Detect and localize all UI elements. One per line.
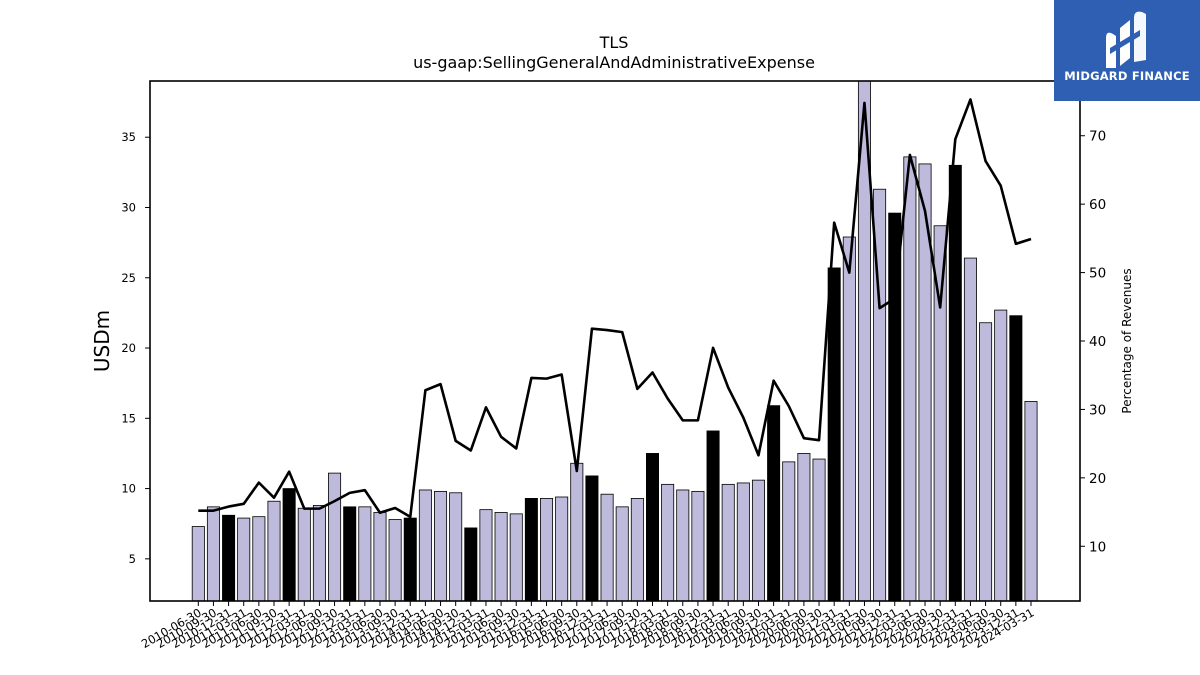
bar-2022-12-31 [948,164,962,601]
y-tick-label: 35 [121,130,136,144]
bar-2016-03-31 [540,498,554,601]
y-tick-label: 25 [121,271,136,285]
y2-tick-label: 70 [1089,129,1106,145]
bar-2023-09-30 [994,309,1008,601]
bar-2015-12-31 [524,498,538,601]
bar-2011-09-30 [267,500,281,601]
bar-2023-03-31 [963,257,977,601]
bar-2010-06-30 [191,526,205,601]
bar-2016-12-31 [585,475,599,601]
chart-title: TLS [599,33,629,52]
bar-2020-06-30 [797,453,811,601]
bar-2023-06-30 [979,322,993,601]
bar-2020-12-31 [827,267,841,601]
y2-tick-label: 60 [1089,197,1106,213]
y-axis-label: USDm [90,310,114,372]
y2-tick-label: 30 [1089,402,1106,418]
y-tick-label: 20 [121,341,136,355]
bar-2019-09-30 [751,479,765,601]
bar-2016-06-30 [555,496,569,601]
bar-2018-09-30 [691,490,705,601]
bar-2016-09-30 [570,462,584,601]
line-series [198,98,1032,519]
y2-tick-label: 10 [1089,539,1106,555]
bar-2012-03-31 [297,507,311,601]
bar-2010-12-31 [222,514,236,601]
logo-text: MIDGARD FINANCE [1064,69,1190,83]
y-tick-label: 15 [121,411,136,425]
bar-2013-12-31 [403,517,417,601]
bar-2021-09-30 [873,188,887,601]
bar-2018-06-30 [676,489,690,601]
chart-subtitle: us-gaap:SellingGeneralAndAdministrativeE… [413,53,815,72]
bar-series [191,81,1038,601]
bar-2017-03-31 [600,493,614,601]
y2-axis-label: Percentage of Revenues [1120,268,1134,413]
bar-2019-12-31 [767,405,781,601]
y2-tick-label: 50 [1089,266,1106,282]
bar-2018-12-31 [706,430,720,601]
bar-2024-03-31 [1024,401,1038,601]
bar-2021-06-30 [857,81,871,601]
bar-2020-09-30 [812,458,826,601]
bar-2017-06-30 [615,506,629,601]
bar-2022-03-31 [903,156,917,601]
bar-2015-03-31 [479,509,493,601]
bar-2012-12-31 [343,506,357,601]
bar-2021-03-31 [842,236,856,601]
bar-2019-06-30 [736,482,750,601]
axes: 5101520253035102030405060702010-06-30201… [121,80,1106,651]
bar-2022-06-30 [918,163,932,601]
bar-2011-06-30 [252,516,266,601]
bar-2012-06-30 [312,505,326,601]
bar-2017-12-31 [646,453,660,601]
percentage-line [198,98,1032,519]
bar-2023-12-31 [1009,315,1023,601]
y-tick-label: 30 [121,200,136,214]
bar-2014-12-31 [464,527,478,601]
bar-2015-09-30 [509,513,523,601]
bar-2021-12-31 [888,212,902,601]
bar-2014-06-30 [434,490,448,601]
bar-2011-03-31 [237,517,251,601]
bar-2014-03-31 [418,489,432,601]
y2-tick-label: 20 [1089,471,1106,487]
bar-2020-03-31 [782,461,796,601]
bar-2015-06-30 [494,512,508,601]
bar-2014-09-30 [449,492,463,601]
bar-2017-09-30 [630,498,644,601]
logo: MIDGARD FINANCE [1054,0,1200,101]
bar-2013-06-30 [373,512,387,601]
bar-2013-09-30 [388,519,402,601]
bar-2011-12-31 [282,488,296,601]
y-tick-label: 5 [129,552,136,566]
bar-2019-03-31 [721,483,735,601]
bar-2018-03-31 [661,483,675,601]
bar-2013-03-31 [358,506,372,601]
midgard-logo-icon [1106,11,1146,68]
bar-2012-09-30 [328,472,342,601]
bar-2010-09-30 [206,506,220,601]
y2-tick-label: 40 [1089,334,1106,350]
y-tick-label: 10 [121,482,136,496]
